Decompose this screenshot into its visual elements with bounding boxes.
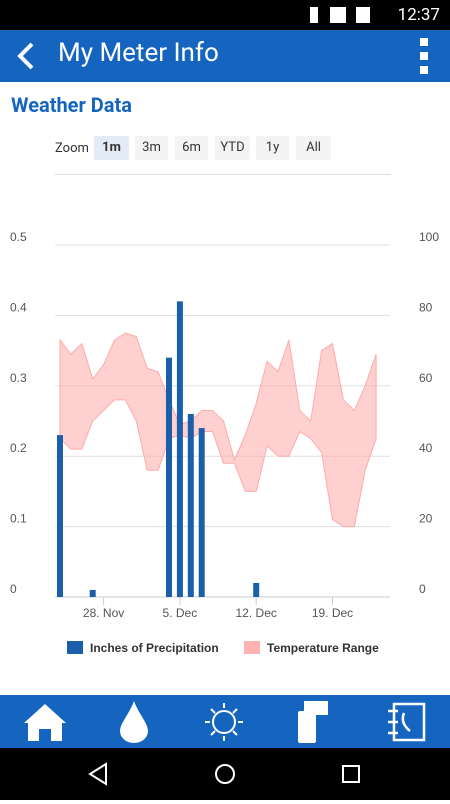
y2-tick-label: 20	[419, 512, 433, 526]
temperature-range	[59, 332, 377, 528]
bar	[187, 413, 194, 597]
section-title: Weather Data	[11, 93, 132, 117]
y-tick-label: 0.3	[10, 371, 27, 385]
y2-tick-label: 60	[419, 371, 433, 385]
system-nav	[0, 748, 450, 800]
legend-label: Inches of Precipitation	[90, 641, 219, 655]
divider	[55, 174, 391, 175]
bar	[176, 301, 183, 597]
message-icon[interactable]	[298, 701, 328, 743]
y-tick-label: 0.5	[10, 230, 27, 244]
bar	[57, 435, 63, 597]
legend-swatch	[244, 641, 260, 654]
y-tick-label: 0.4	[10, 300, 27, 314]
zoom-button[interactable]: 6m	[175, 136, 208, 160]
x-tick-label: 12. Dec	[236, 606, 277, 620]
y-tick-label: 0.2	[10, 441, 27, 455]
home-icon[interactable]	[24, 704, 66, 741]
contact-icon[interactable]	[388, 702, 426, 742]
zoom-button[interactable]: All	[296, 136, 331, 160]
clock: 12:37	[397, 5, 440, 25]
x-tick-label: 5. Dec	[163, 606, 198, 620]
status-icons	[310, 7, 380, 23]
nav-icons	[24, 701, 426, 743]
app-bar: My Meter Info	[0, 30, 450, 82]
water-icon[interactable]	[120, 701, 148, 743]
bar	[166, 357, 172, 597]
x-tick-label: 19. Dec	[312, 606, 353, 620]
status-bar: 12:37	[0, 0, 450, 30]
zoom-button[interactable]: YTD	[215, 136, 250, 160]
system-buttons	[88, 762, 360, 786]
y2-tick-label: 80	[419, 300, 433, 314]
y2-tick-label: 100	[419, 230, 439, 244]
y2-tick-label: 40	[419, 441, 433, 455]
bottom-nav	[0, 695, 450, 748]
bar	[89, 589, 96, 597]
app-title: My Meter Info	[58, 38, 219, 68]
back-button[interactable]	[12, 41, 42, 71]
legend-swatch	[67, 641, 83, 654]
zoom-button[interactable]: 1m	[94, 136, 129, 160]
menu-button[interactable]	[418, 38, 432, 74]
back-key[interactable]	[88, 762, 107, 786]
zoom-button[interactable]: 3m	[135, 136, 168, 160]
home-key[interactable]	[215, 764, 235, 784]
chart: 0 0.1 0.2 0.3 0.4 0.5 0 20 40 60 80 100 28. Nov 5. De…	[10, 230, 439, 655]
y-tick-label: 0	[10, 582, 17, 596]
weather-icon[interactable]	[205, 703, 243, 741]
zoom-label: Zoom	[55, 141, 89, 156]
bar	[198, 428, 205, 597]
y2-tick-label: 0	[419, 582, 426, 596]
y-tick-label: 0.1	[10, 512, 27, 526]
bar	[253, 582, 260, 597]
legend-label: Temperature Range	[267, 641, 379, 655]
x-tick-label: 28. Nov	[83, 606, 124, 620]
zoom-button[interactable]: 1y	[256, 136, 289, 160]
recents-key[interactable]	[342, 765, 360, 783]
